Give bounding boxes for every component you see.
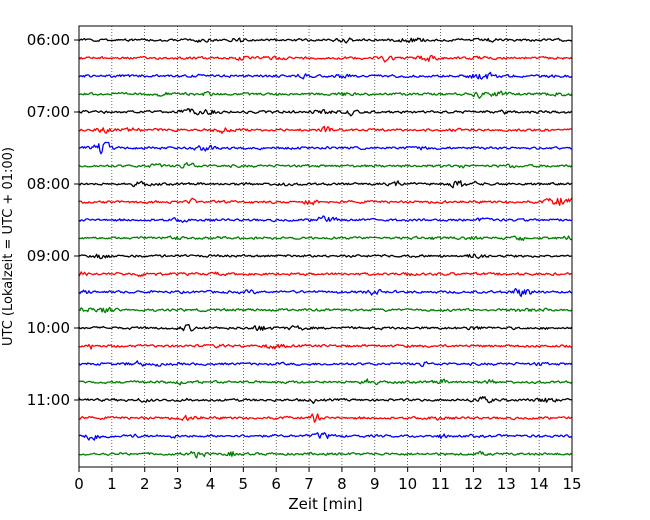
x-axis-label: Zeit [min] <box>288 495 362 513</box>
x-tick-label: 5 <box>239 475 249 493</box>
x-tick-label: 13 <box>497 475 516 493</box>
trace-line <box>78 450 573 459</box>
trace-line <box>78 197 573 206</box>
trace-line <box>78 215 572 223</box>
x-tick-label: 12 <box>464 475 483 493</box>
x-tick-label: 6 <box>271 475 281 493</box>
x-tick-label: 11 <box>431 475 450 493</box>
trace-line <box>78 271 572 277</box>
x-tick-label: 3 <box>173 475 183 493</box>
x-tick-label: 8 <box>337 475 347 493</box>
x-axis-ticks: 0 1 2 3 4 5 6 7 8 9 10 11 12 13 14 15 <box>74 467 582 493</box>
trace-line <box>78 162 573 169</box>
x-tick-label: 2 <box>140 475 150 493</box>
trace-line <box>78 71 573 80</box>
x-tick-label: 14 <box>530 475 549 493</box>
trace-line <box>78 235 572 241</box>
trace-line <box>78 125 572 134</box>
y-tick-label: 09:00 <box>27 247 70 265</box>
trace-line <box>78 432 573 441</box>
x-tick-label: 10 <box>398 475 417 493</box>
trace-line <box>78 108 573 117</box>
x-tick-label: 9 <box>370 475 380 493</box>
trace-line <box>78 324 573 332</box>
y-tick-label: 08:00 <box>27 175 70 193</box>
trace-line <box>78 413 573 423</box>
y-tick-label: 11:00 <box>27 391 70 409</box>
trace-line <box>78 37 573 44</box>
trace-line <box>78 360 573 368</box>
x-tick-label: 15 <box>562 475 581 493</box>
trace-line <box>78 90 573 99</box>
trace-line <box>78 287 573 298</box>
trace-line <box>78 396 572 405</box>
trace-line <box>78 54 573 63</box>
x-tick-label: 1 <box>107 475 117 493</box>
trace-line <box>78 141 573 155</box>
trace-line <box>78 343 573 350</box>
y-axis-ticks: 06:00 07:00 08:00 09:00 10:00 11:00 <box>27 31 79 409</box>
trace-line <box>78 180 573 189</box>
trace-group <box>78 37 573 459</box>
y-axis-label: UTC (Lokalzeit = UTC + 01:00) <box>1 147 16 346</box>
trace-line <box>78 306 573 314</box>
y-tick-label: 10:00 <box>27 319 70 337</box>
y-tick-label: 06:00 <box>27 31 70 49</box>
x-tick-label: 7 <box>304 475 314 493</box>
x-tick-label: 4 <box>206 475 216 493</box>
y-tick-label: 07:00 <box>27 103 70 121</box>
trace-line <box>78 253 572 260</box>
plot-frame <box>78 25 573 468</box>
x-tick-label: 0 <box>74 475 84 493</box>
trace-line <box>78 378 573 386</box>
